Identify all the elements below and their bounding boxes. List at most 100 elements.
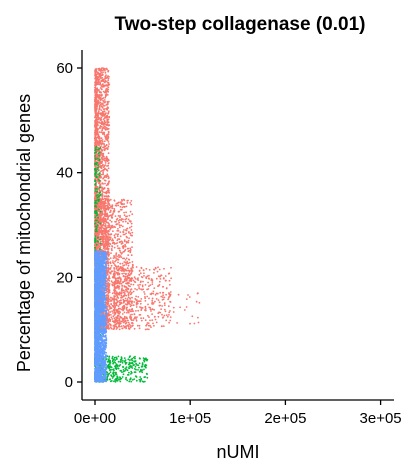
- data-point: [133, 313, 136, 315]
- data-point: [189, 322, 191, 325]
- data-point: [140, 298, 143, 300]
- data-point: [94, 133, 97, 136]
- data-point: [94, 116, 96, 119]
- data-point: [115, 323, 118, 325]
- data-point: [97, 244, 100, 247]
- data-point: [94, 240, 96, 243]
- data-point: [109, 257, 112, 259]
- data-point: [162, 285, 165, 288]
- data-point: [115, 356, 118, 359]
- data-point: [102, 221, 105, 224]
- data-point: [135, 319, 138, 322]
- data-point: [102, 146, 104, 149]
- data-point: [105, 204, 108, 207]
- data-point: [129, 290, 132, 293]
- data-point: [97, 148, 100, 151]
- data-point: [108, 215, 110, 218]
- data-point: [123, 203, 126, 205]
- data-point: [104, 162, 107, 164]
- data-point: [147, 281, 150, 284]
- data-point: [96, 224, 99, 227]
- data-point: [98, 68, 101, 70]
- data-point: [106, 308, 109, 311]
- data-point: [94, 224, 96, 226]
- data-point: [105, 115, 108, 117]
- data-point: [125, 272, 127, 275]
- data-point: [105, 126, 107, 129]
- data-point: [141, 371, 144, 374]
- data-point: [138, 366, 140, 369]
- data-point: [111, 318, 114, 320]
- data-point: [116, 365, 119, 368]
- data-point: [99, 76, 102, 78]
- data-point: [117, 247, 119, 250]
- data-point: [99, 91, 102, 93]
- data-point: [94, 149, 96, 152]
- data-point: [109, 233, 111, 236]
- data-point: [94, 157, 97, 160]
- data-point: [134, 298, 137, 300]
- data-point: [102, 202, 104, 205]
- data-point: [106, 169, 109, 172]
- data-point: [105, 74, 107, 77]
- data-point: [102, 159, 105, 161]
- data-point: [112, 368, 115, 371]
- data-point: [131, 234, 133, 237]
- data-point: [158, 268, 161, 271]
- data-point: [115, 266, 118, 268]
- data-point: [124, 245, 126, 248]
- data-point: [106, 87, 108, 90]
- data-point: [100, 170, 102, 173]
- data-point: [120, 243, 123, 245]
- data-point: [131, 270, 134, 272]
- data-point: [132, 310, 135, 312]
- data-point: [133, 327, 136, 330]
- data-point: [116, 255, 118, 258]
- data-point: [94, 216, 96, 219]
- data-point: [142, 280, 144, 283]
- data-point: [108, 298, 110, 301]
- data-point: [117, 265, 120, 268]
- data-point: [106, 148, 109, 151]
- data-point: [99, 97, 102, 100]
- data-point: [98, 140, 101, 143]
- data-point: [109, 237, 112, 239]
- data-point: [119, 215, 121, 217]
- data-point: [120, 224, 123, 227]
- data-point: [97, 202, 100, 204]
- data-point: [113, 311, 116, 314]
- data-point: [98, 131, 101, 134]
- data-point: [110, 220, 113, 223]
- data-point: [120, 240, 123, 243]
- data-point: [168, 311, 171, 314]
- data-point: [123, 294, 126, 296]
- data-point: [109, 209, 112, 212]
- data-point: [105, 84, 108, 86]
- data-point: [121, 272, 124, 275]
- data-point: [97, 210, 99, 213]
- data-point: [99, 222, 102, 225]
- data-point: [106, 217, 109, 220]
- data-point: [94, 201, 97, 204]
- data-point: [94, 235, 97, 238]
- data-point: [99, 186, 101, 189]
- data-point: [135, 303, 138, 306]
- data-point: [99, 81, 101, 84]
- data-point: [127, 321, 130, 324]
- data-point: [141, 362, 144, 364]
- data-point: [130, 300, 132, 303]
- data-point: [136, 288, 138, 291]
- data-point: [144, 300, 147, 302]
- data-point: [108, 245, 111, 248]
- data-point: [96, 119, 99, 121]
- data-point: [103, 99, 106, 101]
- data-point: [117, 300, 119, 303]
- data-point: [128, 274, 131, 276]
- data-point: [113, 310, 115, 312]
- data-point: [126, 277, 129, 279]
- data-point: [108, 191, 111, 194]
- data-point: [98, 78, 101, 80]
- data-point: [118, 328, 121, 331]
- data-point: [146, 328, 149, 330]
- data-point: [130, 362, 133, 365]
